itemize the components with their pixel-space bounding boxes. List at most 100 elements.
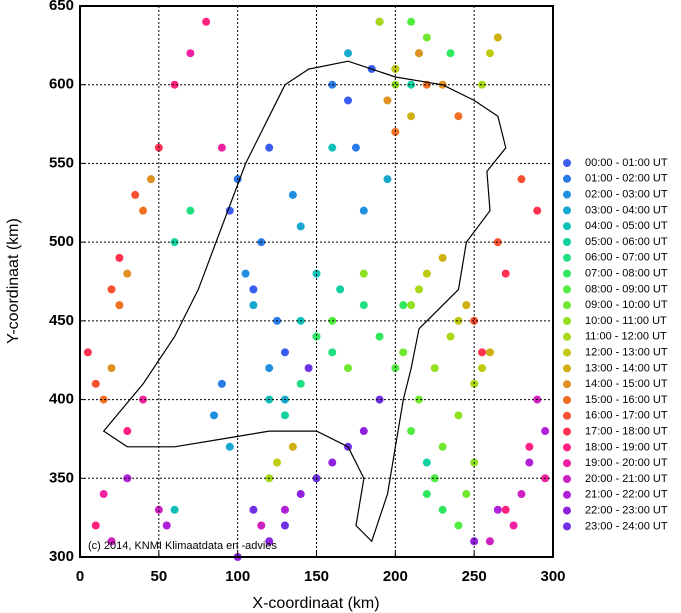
point <box>328 143 337 152</box>
legend-label: 21:00 - 22:00 UT <box>585 489 668 501</box>
point <box>454 112 463 121</box>
legend-marker <box>563 522 571 531</box>
point <box>517 490 526 499</box>
legend-label: 23:00 - 24:00 UT <box>585 520 668 532</box>
legend-label: 03:00 - 04:00 UT <box>585 204 668 216</box>
point <box>280 505 289 514</box>
point <box>217 379 226 388</box>
point <box>296 490 305 499</box>
point <box>414 49 423 58</box>
point <box>462 301 471 310</box>
point <box>391 364 400 373</box>
point <box>210 411 219 420</box>
legend-label: 18:00 - 19:00 UT <box>585 441 668 453</box>
legend-label: 17:00 - 18:00 UT <box>585 426 668 438</box>
point <box>162 521 171 530</box>
point <box>399 301 408 310</box>
point <box>407 301 416 310</box>
point <box>438 253 447 262</box>
point <box>501 269 510 278</box>
point <box>249 301 258 310</box>
outline-path <box>102 60 507 543</box>
x-tick-label: 50 <box>150 568 167 585</box>
legend-label: 09:00 - 10:00 UT <box>585 299 668 311</box>
legend-marker <box>563 238 571 246</box>
point <box>123 474 132 483</box>
point <box>328 348 337 357</box>
legend-marker <box>563 269 571 278</box>
legend-label: 04:00 - 05:00 UT <box>585 220 668 232</box>
legend-marker <box>563 380 571 389</box>
point <box>312 332 321 341</box>
point <box>533 206 542 215</box>
point <box>344 49 353 58</box>
point <box>107 364 116 373</box>
point <box>91 521 100 530</box>
legend-label: 20:00 - 21:00 UT <box>585 473 668 485</box>
x-tick-label: 150 <box>304 568 329 585</box>
legend-marker <box>563 159 571 167</box>
point <box>265 143 274 152</box>
point <box>430 364 439 373</box>
y-tick-label: 400 <box>49 391 74 408</box>
legend-marker <box>563 427 571 436</box>
point <box>288 190 297 199</box>
legend-label: 14:00 - 15:00 UT <box>585 378 668 390</box>
point <box>407 17 416 26</box>
point <box>485 348 494 357</box>
point <box>296 222 305 231</box>
point <box>139 206 148 215</box>
point <box>312 269 321 278</box>
legend-marker <box>563 396 571 404</box>
point <box>407 427 416 436</box>
point <box>359 269 368 278</box>
point <box>91 379 100 388</box>
x-axis-label: X-coordinaat (km) <box>252 595 379 612</box>
point <box>336 285 345 294</box>
point <box>123 427 132 436</box>
point <box>470 316 479 325</box>
point <box>493 505 502 514</box>
legend-label: 10:00 - 11:00 UT <box>585 315 667 327</box>
y-tick-label: 500 <box>49 233 74 250</box>
point <box>257 521 266 530</box>
point <box>280 411 289 420</box>
legend-marker <box>563 190 571 199</box>
point <box>225 206 234 215</box>
legend-marker <box>563 411 571 420</box>
point <box>265 537 274 546</box>
point <box>454 316 463 325</box>
point <box>438 505 447 514</box>
point <box>107 537 116 546</box>
point <box>273 458 282 467</box>
x-tick-label: 100 <box>225 568 250 585</box>
legend-label: 01:00 - 02:00 UT <box>585 173 668 185</box>
point <box>249 505 258 514</box>
point <box>517 175 526 184</box>
point <box>438 442 447 451</box>
point <box>170 505 179 514</box>
point <box>170 238 179 247</box>
legend-label: 22:00 - 23:00 UT <box>585 505 668 517</box>
point <box>139 395 148 404</box>
legend-label: 16:00 - 17:00 UT <box>585 410 668 422</box>
point <box>430 474 439 483</box>
y-tick-label: 300 <box>49 548 74 565</box>
plot-frame <box>79 5 554 558</box>
point <box>422 490 431 499</box>
x-tick-label: 300 <box>540 568 565 585</box>
point <box>99 395 108 404</box>
point <box>154 505 163 514</box>
legend-label: 05:00 - 06:00 UT <box>585 236 668 248</box>
point <box>422 33 431 42</box>
point <box>391 80 400 89</box>
point <box>123 269 132 278</box>
point <box>478 364 487 373</box>
legend-label: 06:00 - 07:00 UT <box>585 252 668 264</box>
point <box>509 521 518 530</box>
point <box>170 80 179 89</box>
point <box>186 206 195 215</box>
point <box>186 49 195 58</box>
legend-marker <box>563 332 571 341</box>
